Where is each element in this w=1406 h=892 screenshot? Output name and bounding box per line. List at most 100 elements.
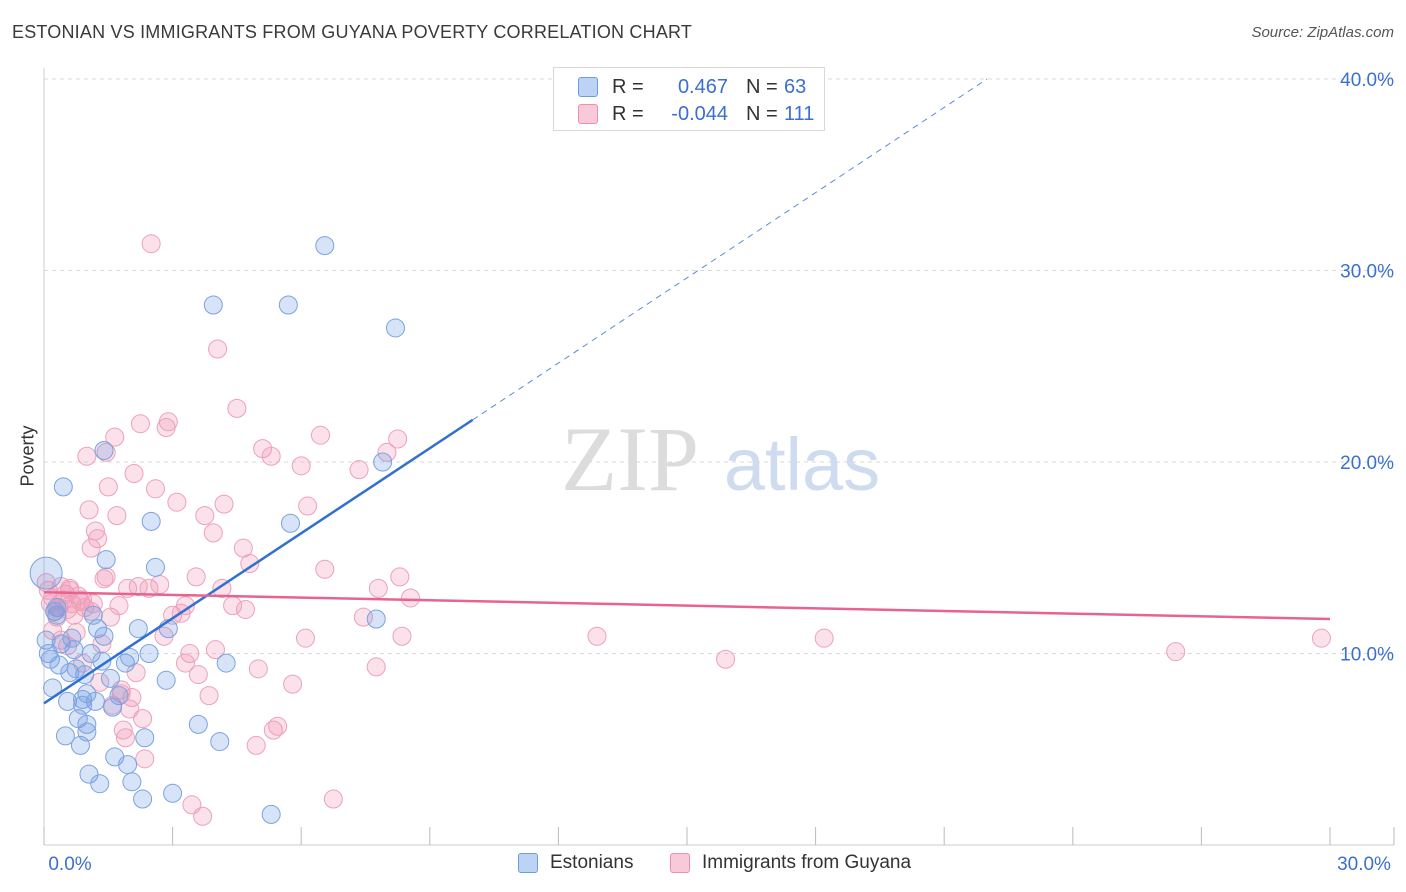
estonian-point [62,628,82,648]
n-value: 63 [784,75,807,98]
guyana-legend-icon [670,853,690,873]
estonian-point [58,691,78,711]
guyana-point [235,599,255,619]
guyana-point [248,659,268,679]
guyana-point [246,735,266,755]
guyana-point [268,716,288,736]
guyana-point [388,429,408,449]
guyana-point [716,649,736,669]
estonian-point [51,634,71,654]
guyana-point [130,414,150,434]
guyana-point [377,442,397,462]
estonian-point [128,619,148,639]
estonian-point [109,686,129,706]
guyana-point [107,506,127,526]
guyana-point [315,559,335,579]
estonian-point [261,804,281,824]
legend-row-guyana: R = -0.044 N = 111 [578,101,814,127]
guyana-point [120,699,140,719]
guyana-point [214,494,234,514]
estonian-point [47,605,67,625]
guyana-point [124,463,144,483]
guyana-point [283,674,303,694]
estonians-trend-extension [472,78,988,421]
legend-item-estonians[interactable]: Estonians [518,852,633,874]
legend-row-estonians: R = 0.467 N = 63 [578,74,806,100]
estonian-point [188,714,208,734]
estonian-point [94,626,114,646]
x-tick-label: 0.0% [48,854,91,875]
guyana-point [199,686,219,706]
guyana-point [368,578,388,598]
n-value: 111 [784,102,815,125]
watermark-zip: ZIP [561,408,699,510]
estonian-point [64,640,84,660]
guyana-point [175,596,195,616]
guyana-point [150,575,170,595]
y-tick-label: 40.0% [1340,70,1394,91]
estonian-point [90,774,110,794]
guyana-point [366,657,386,677]
guyana-point [208,339,228,359]
guyana-point [298,496,318,516]
watermark: ZIP atlas [561,408,880,510]
guyana-point [83,594,103,614]
estonian-point [145,557,165,577]
estonians-trend-line [43,418,474,705]
guyana-point [105,427,125,447]
estonian-point [216,653,236,673]
estonian-point [156,670,176,690]
estonian-point [366,609,386,629]
estonian-point [118,755,138,775]
estonian-point [280,513,300,533]
legend-item-guyana[interactable]: Immigrants from Guyana [670,852,911,874]
r-label: R = [612,102,644,125]
guyana-point [113,720,133,740]
guyana-point [401,588,421,608]
estonian-point [278,295,298,315]
guyana-point [145,479,165,499]
y-tick-label: 20.0% [1340,453,1394,474]
estonian-point [100,668,120,688]
correlation-legend: R = 0.467 N = 63 R = -0.044 N = 111 [553,67,825,131]
n-label: N = [746,102,778,125]
chart-title: ESTONIAN VS IMMIGRANTS FROM GUYANA POVER… [12,22,693,42]
estonian-point [139,644,159,663]
guyana-point [291,456,311,476]
estonians-legend-icon [518,853,538,873]
guyana-point [141,234,161,254]
guyana-point [349,460,369,480]
estonian-point [66,659,86,679]
estonian-point [88,619,108,639]
trend-lines [43,78,1331,705]
estonian-point [122,772,142,792]
estonian-point [77,714,97,734]
estonian-point [203,295,223,315]
x-tick-label: 30.0% [1337,854,1391,875]
guyana-point [205,640,225,660]
guyana-point [175,653,195,673]
guyana-point [1166,642,1186,662]
guyana-trend-line [43,590,1331,621]
estonians-swatch-icon [578,77,598,97]
guyana-point [135,749,155,769]
guyana-point [115,728,135,748]
estonian-point [210,732,230,752]
estonian-point [135,728,155,748]
guyana-point [227,398,247,418]
y-tick-label: 10.0% [1340,645,1394,666]
guyana-point [92,634,112,654]
estonian-point [73,695,93,715]
n-label: N = [746,75,778,98]
guyana-point [587,626,607,646]
estonian-point [55,726,75,746]
estonian-point [103,697,123,717]
r-value: -0.044 [671,102,728,125]
y-tick-label: 30.0% [1340,262,1394,283]
guyana-point [310,425,330,445]
guyana-point [261,446,281,466]
estonian-point [53,477,73,497]
guyana-point [323,789,343,809]
estonian-point [92,651,112,671]
